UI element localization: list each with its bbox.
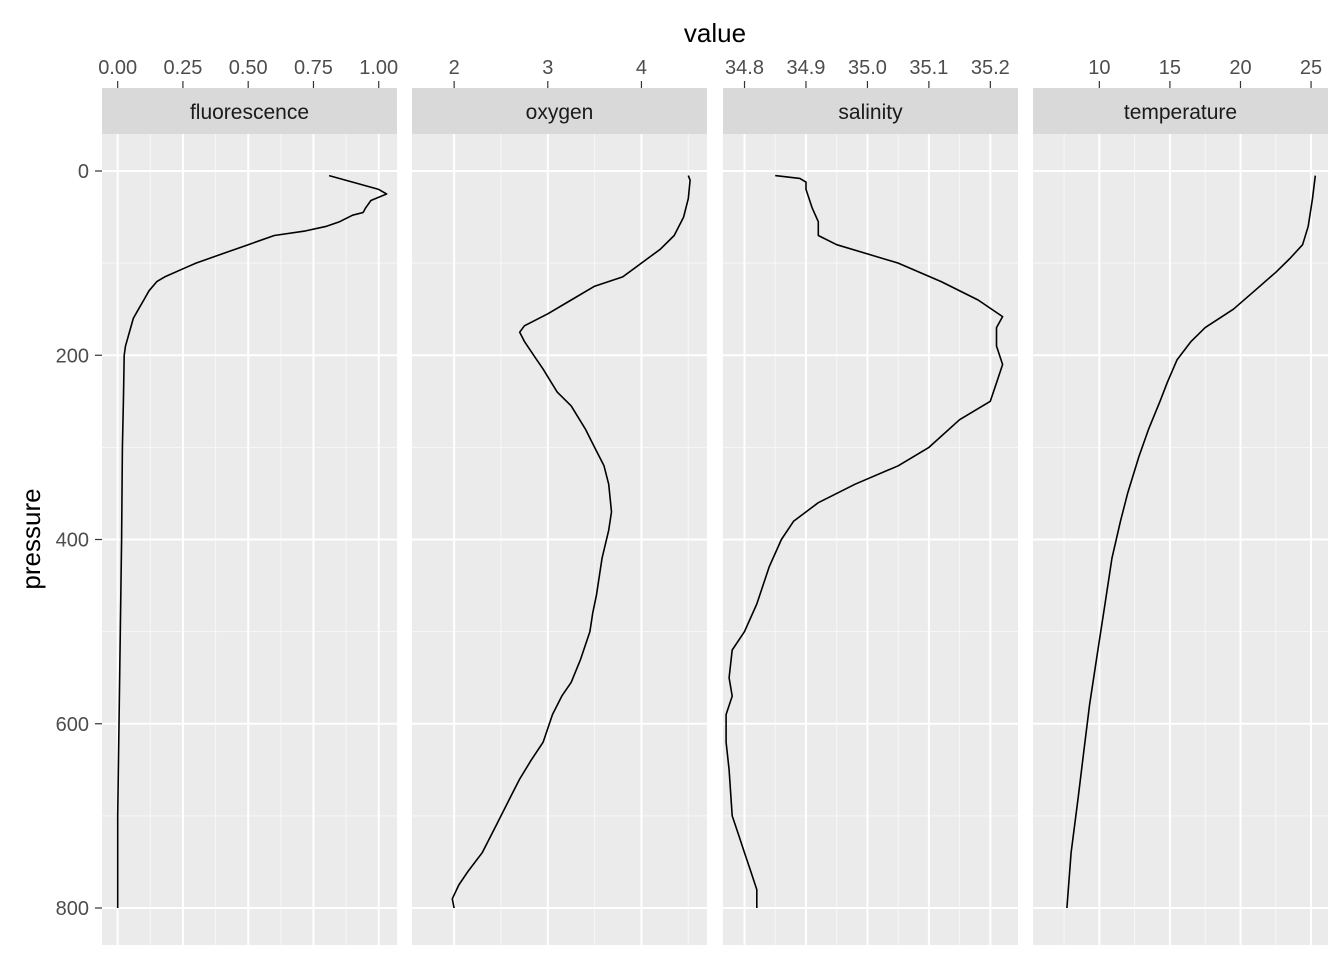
- x-tick-label: 1.00: [359, 57, 398, 79]
- x-tick-label: 35.0: [848, 57, 887, 79]
- x-tick-label: 4: [636, 57, 647, 79]
- facet-strip-label: fluorescence: [190, 101, 309, 124]
- facet-panel-salinity: salinity 34.8 34.9 35.0 35.1 35.2: [723, 57, 1018, 945]
- x-tick-label: 15: [1159, 57, 1181, 79]
- facet-strip: [1033, 88, 1328, 134]
- facet-strip: [723, 88, 1018, 134]
- facet-strip-label: salinity: [838, 101, 903, 124]
- x-tick-label: 0.50: [229, 57, 268, 79]
- x-tick-label: 35.1: [909, 57, 948, 79]
- x-tick-label: 25: [1300, 57, 1322, 79]
- profile-line-salinity: [725, 174, 1004, 908]
- x-tick-label: 10: [1088, 57, 1110, 79]
- facet-strip: [102, 88, 397, 134]
- facet-strip-label: temperature: [1124, 101, 1237, 124]
- facet-panel-temperature: temperature 10 15 20 25: [1033, 57, 1328, 945]
- facet-strip: [412, 88, 707, 134]
- x-tick-label: 0.00: [98, 57, 137, 79]
- y-tick-label: 800: [56, 898, 89, 920]
- profile-line-fluorescence: [116, 174, 388, 908]
- facet-panels: fluorescence 0.00 0.25 0.50 0.75 1.00 oxygen 2 3…: [98, 57, 1328, 945]
- x-tick-label: 3: [542, 57, 553, 79]
- facet-panel-fluorescence: fluorescence 0.00 0.25 0.50 0.75 1.00: [98, 57, 398, 945]
- x-tick-label: 2: [449, 57, 460, 79]
- x-axis-title: value: [684, 18, 746, 48]
- x-tick-label: 34.9: [787, 57, 826, 79]
- y-tick-label: 600: [56, 714, 89, 736]
- profile-line-temperature: [1066, 175, 1317, 909]
- y-axis-ticks: 0 200 400 600 800: [56, 161, 102, 920]
- facet-panel-oxygen: oxygen 2 3 4: [412, 57, 707, 945]
- y-tick-label: 200: [56, 345, 89, 367]
- facet-strip-label: oxygen: [526, 101, 594, 124]
- x-tick-label: 0.75: [294, 57, 333, 79]
- x-tick-label: 20: [1229, 57, 1251, 79]
- profile-line-oxygen: [451, 175, 691, 909]
- y-tick-label: 0: [78, 161, 89, 183]
- y-axis-title: pressure: [16, 488, 46, 589]
- y-tick-label: 400: [56, 530, 89, 552]
- x-tick-label: 35.2: [971, 57, 1010, 79]
- x-tick-label: 0.25: [163, 57, 202, 79]
- x-tick-label: 34.8: [725, 57, 764, 79]
